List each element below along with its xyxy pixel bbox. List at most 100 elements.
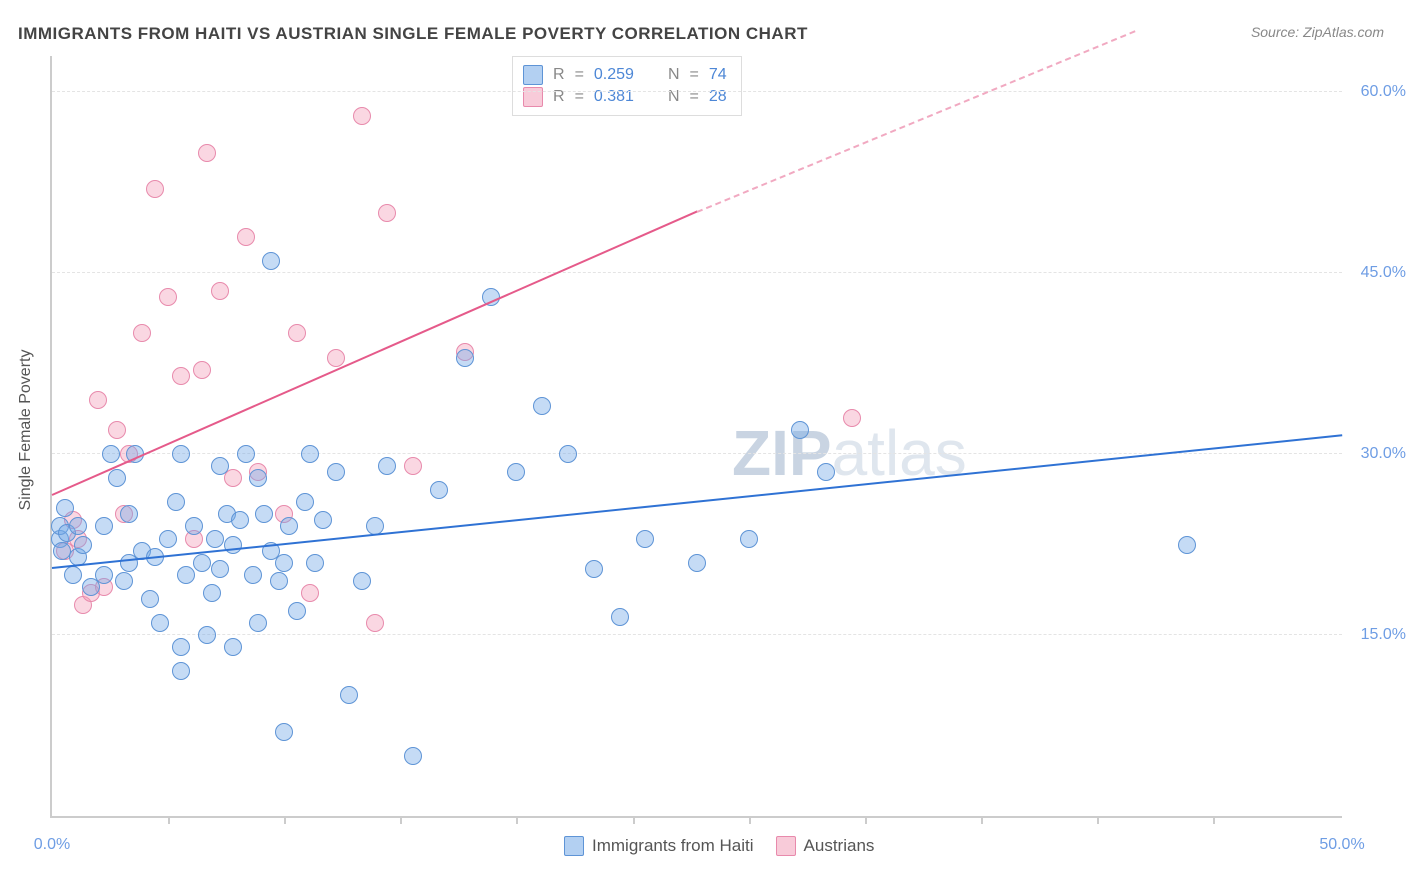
n-label: N bbox=[668, 66, 680, 84]
point-haiti bbox=[244, 566, 262, 584]
y-tick-label: 15.0% bbox=[1348, 626, 1406, 644]
point-austrians bbox=[172, 367, 190, 385]
point-austrians bbox=[288, 324, 306, 342]
n-value: 74 bbox=[709, 66, 727, 84]
point-haiti bbox=[172, 638, 190, 656]
x-tick-mark bbox=[516, 816, 518, 824]
point-austrians bbox=[159, 288, 177, 306]
point-haiti bbox=[211, 457, 229, 475]
point-haiti bbox=[120, 505, 138, 523]
point-haiti bbox=[237, 445, 255, 463]
point-haiti bbox=[211, 560, 229, 578]
point-haiti bbox=[817, 463, 835, 481]
point-haiti bbox=[740, 530, 758, 548]
point-haiti bbox=[301, 445, 319, 463]
point-austrians bbox=[146, 180, 164, 198]
legend-series-item: Immigrants from Haiti bbox=[564, 836, 754, 856]
x-tick-mark bbox=[633, 816, 635, 824]
x-tick-mark bbox=[981, 816, 983, 824]
point-haiti bbox=[296, 493, 314, 511]
x-tick-mark bbox=[865, 816, 867, 824]
point-austrians bbox=[198, 144, 216, 162]
x-tick-mark bbox=[1097, 816, 1099, 824]
scatter-plot: ZIPatlas R=0.259N=74R=0.381N=28 Immigran… bbox=[50, 56, 1342, 818]
point-haiti bbox=[456, 349, 474, 367]
point-haiti bbox=[378, 457, 396, 475]
r-label: R bbox=[553, 66, 565, 84]
legend-stat-row: R = 0.259 N = 74 bbox=[523, 65, 727, 85]
x-tick-label: 0.0% bbox=[34, 836, 70, 854]
equals: = bbox=[575, 66, 584, 84]
x-tick-mark bbox=[1213, 816, 1215, 824]
point-haiti bbox=[64, 566, 82, 584]
point-haiti bbox=[249, 614, 267, 632]
point-haiti bbox=[193, 554, 211, 572]
legend-swatch bbox=[776, 836, 796, 856]
point-haiti bbox=[255, 505, 273, 523]
point-haiti bbox=[288, 602, 306, 620]
legend-swatch bbox=[564, 836, 584, 856]
point-haiti bbox=[353, 572, 371, 590]
point-haiti bbox=[108, 469, 126, 487]
gridline bbox=[52, 272, 1342, 273]
point-austrians bbox=[89, 391, 107, 409]
point-austrians bbox=[301, 584, 319, 602]
point-haiti bbox=[159, 530, 177, 548]
point-haiti bbox=[327, 463, 345, 481]
point-haiti bbox=[231, 511, 249, 529]
point-haiti bbox=[688, 554, 706, 572]
point-haiti bbox=[224, 638, 242, 656]
point-haiti bbox=[172, 445, 190, 463]
point-haiti bbox=[115, 572, 133, 590]
point-haiti bbox=[69, 517, 87, 535]
point-haiti bbox=[314, 511, 332, 529]
point-haiti bbox=[636, 530, 654, 548]
point-haiti bbox=[1178, 536, 1196, 554]
legend-series-label: Immigrants from Haiti bbox=[592, 836, 754, 856]
point-haiti bbox=[95, 517, 113, 535]
point-austrians bbox=[327, 349, 345, 367]
point-austrians bbox=[133, 324, 151, 342]
point-haiti bbox=[791, 421, 809, 439]
point-haiti bbox=[56, 499, 74, 517]
point-haiti bbox=[430, 481, 448, 499]
point-haiti bbox=[95, 566, 113, 584]
point-austrians bbox=[366, 614, 384, 632]
point-austrians bbox=[404, 457, 422, 475]
x-tick-mark bbox=[284, 816, 286, 824]
point-austrians bbox=[353, 107, 371, 125]
y-tick-label: 45.0% bbox=[1348, 264, 1406, 282]
point-haiti bbox=[404, 747, 422, 765]
legend-series: Immigrants from Haiti Austrians bbox=[564, 836, 874, 856]
legend-swatch bbox=[523, 87, 543, 107]
point-haiti bbox=[141, 590, 159, 608]
point-haiti bbox=[167, 493, 185, 511]
legend-series-item: Austrians bbox=[776, 836, 875, 856]
point-haiti bbox=[262, 252, 280, 270]
point-haiti bbox=[206, 530, 224, 548]
legend-stats: R = 0.259 N = 74 R=0.381N=28 bbox=[512, 56, 742, 116]
legend-series-label: Austrians bbox=[804, 836, 875, 856]
x-tick-mark bbox=[168, 816, 170, 824]
legend-swatch bbox=[523, 65, 543, 85]
point-austrians bbox=[843, 409, 861, 427]
point-haiti bbox=[270, 572, 288, 590]
chart-title: IMMIGRANTS FROM HAITI VS AUSTRIAN SINGLE… bbox=[18, 24, 808, 44]
point-haiti bbox=[280, 517, 298, 535]
point-austrians bbox=[378, 204, 396, 222]
point-haiti bbox=[275, 723, 293, 741]
y-axis-label: Single Female Poverty bbox=[17, 350, 35, 511]
point-haiti bbox=[275, 554, 293, 572]
point-haiti bbox=[249, 469, 267, 487]
point-haiti bbox=[74, 536, 92, 554]
point-haiti bbox=[611, 608, 629, 626]
point-haiti bbox=[306, 554, 324, 572]
x-tick-label: 50.0% bbox=[1319, 836, 1364, 854]
equals: = bbox=[690, 66, 699, 84]
r-value: 0.259 bbox=[594, 66, 634, 84]
point-haiti bbox=[533, 397, 551, 415]
point-austrians bbox=[193, 361, 211, 379]
point-austrians bbox=[108, 421, 126, 439]
y-tick-label: 30.0% bbox=[1348, 445, 1406, 463]
legend-stat-row: R=0.381N=28 bbox=[523, 87, 727, 107]
